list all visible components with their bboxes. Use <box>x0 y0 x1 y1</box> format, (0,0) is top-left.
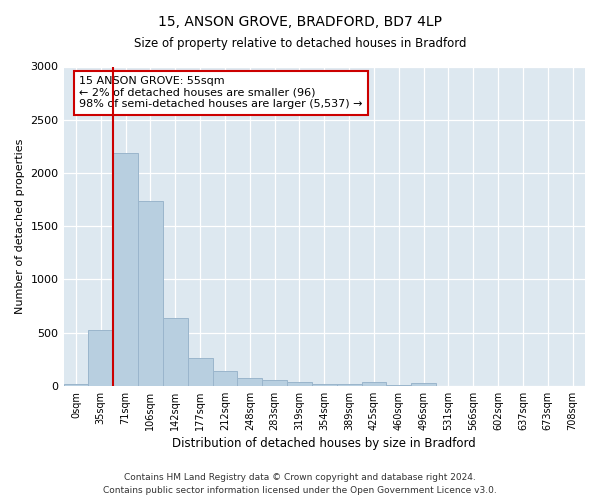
Bar <box>362 382 386 386</box>
Bar <box>262 380 287 386</box>
X-axis label: Distribution of detached houses by size in Bradford: Distribution of detached houses by size … <box>172 437 476 450</box>
Bar <box>113 152 138 386</box>
Bar <box>88 330 113 386</box>
Bar <box>287 382 312 386</box>
Bar <box>64 384 88 386</box>
Y-axis label: Number of detached properties: Number of detached properties <box>15 138 25 314</box>
Bar <box>238 378 262 386</box>
Bar <box>411 383 436 386</box>
Bar <box>212 371 238 386</box>
Bar <box>138 200 163 386</box>
Bar <box>312 384 337 386</box>
Bar <box>163 318 188 386</box>
Text: 15 ANSON GROVE: 55sqm
← 2% of detached houses are smaller (96)
98% of semi-detac: 15 ANSON GROVE: 55sqm ← 2% of detached h… <box>79 76 362 110</box>
Text: Size of property relative to detached houses in Bradford: Size of property relative to detached ho… <box>134 38 466 51</box>
Text: 15, ANSON GROVE, BRADFORD, BD7 4LP: 15, ANSON GROVE, BRADFORD, BD7 4LP <box>158 15 442 29</box>
Bar <box>337 384 362 386</box>
Bar <box>188 358 212 386</box>
Text: Contains HM Land Registry data © Crown copyright and database right 2024.
Contai: Contains HM Land Registry data © Crown c… <box>103 474 497 495</box>
